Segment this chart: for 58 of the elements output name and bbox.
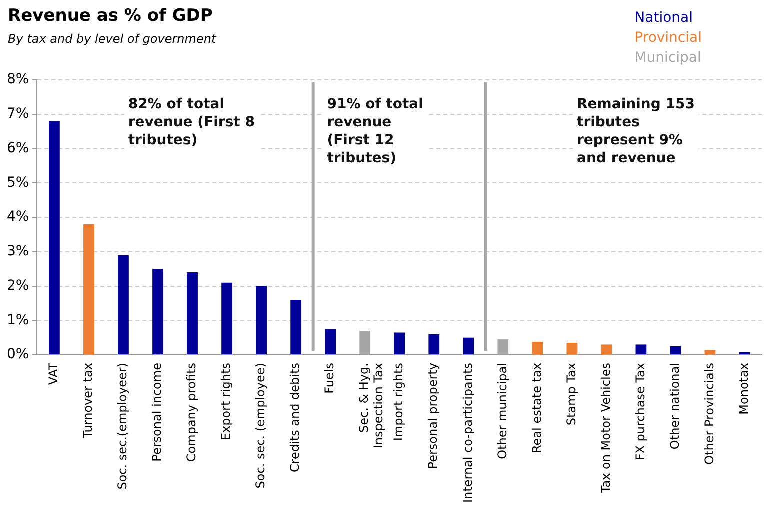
chart-title: Revenue as % of GDP — [8, 6, 213, 26]
y-tick-label: 0% — [6, 346, 30, 363]
x-tick-label: FX purchase Tax — [633, 363, 648, 461]
y-tick-label: 6% — [6, 140, 30, 156]
annotation: 82% of total revenue (First 8 tributes) — [128, 96, 255, 149]
x-tick-label: Other national — [668, 363, 682, 450]
text: National — [634, 9, 694, 28]
x-tick-label: Soc. sec. (employee) — [254, 363, 268, 489]
bar — [636, 344, 647, 355]
bar — [394, 332, 406, 355]
bar — [566, 343, 578, 355]
bar — [704, 350, 716, 355]
bar — [290, 300, 302, 355]
y-tick-label: 7% — [6, 106, 30, 122]
bar — [187, 272, 198, 355]
x-tick-label: Company profits — [184, 363, 199, 462]
bar — [463, 338, 474, 355]
x-tick-label: Other Provincials — [702, 363, 716, 465]
bar — [670, 346, 682, 355]
x-tick-label: Import rights — [392, 363, 406, 442]
text: Municipal — [634, 49, 702, 68]
x-tick-label: Personal income — [150, 363, 164, 462]
x-tick-label: Real estate tax — [530, 363, 544, 454]
y-tick-label: 3% — [6, 244, 30, 260]
x-tick-label: Monotax — [736, 363, 751, 415]
bar — [601, 344, 612, 355]
bar — [360, 330, 371, 355]
bar — [532, 342, 544, 355]
bar — [152, 269, 164, 355]
x-tick-label: Other municipal — [495, 363, 510, 460]
x-tick-label: Stamp Tax — [564, 363, 578, 426]
bar — [84, 224, 94, 355]
bar — [498, 340, 509, 355]
bar — [256, 286, 267, 355]
x-tick-label: Export rights — [219, 363, 234, 441]
y-tick-label: 1% — [6, 312, 30, 328]
bar — [222, 282, 232, 355]
bar — [325, 329, 336, 355]
x-tick-label: Internal co-participants — [460, 363, 475, 504]
x-tick-label: Tax on Motor Vehicles — [598, 363, 613, 494]
bar — [118, 255, 129, 355]
x-tick-label: Personal property — [426, 363, 440, 470]
x-tick-label: Fuels — [322, 363, 337, 394]
x-tick-label: Credits and debits — [288, 363, 302, 472]
bar — [49, 121, 60, 355]
bar — [428, 334, 440, 355]
annotation: 91% of total revenue (First 12 tributes) — [327, 96, 424, 167]
text: Provincial — [634, 29, 702, 48]
annotation: Remaining 153 tributes represent 9% and revenue — [577, 96, 695, 167]
x-tick-label: Turnover tax — [81, 363, 96, 440]
y-tick-label: 8% — [6, 72, 30, 88]
x-tick-label: VAT — [46, 362, 61, 386]
y-tick-label: 5% — [6, 174, 30, 191]
chart-subtitle: By tax and by level of government — [8, 32, 216, 46]
x-tick-label: Sec. & Hyg. Inspection Tax — [357, 363, 386, 449]
x-tick-label: Soc. sec.(employeer) — [116, 363, 130, 490]
y-tick-label: 4% — [6, 209, 30, 226]
y-tick-label: 2% — [6, 278, 30, 294]
